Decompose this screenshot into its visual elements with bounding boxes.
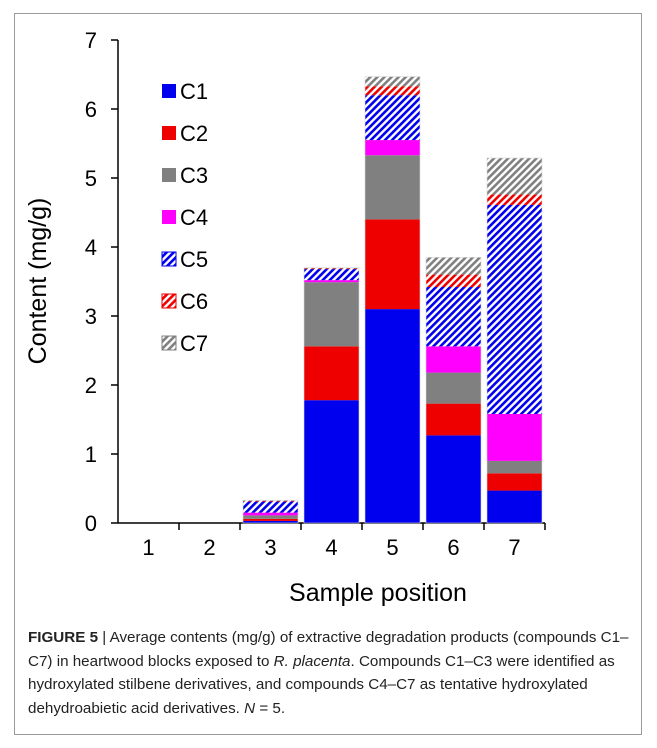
- legend-label-c4: C4: [180, 205, 208, 230]
- bar-segment-c6-pos4: [304, 268, 359, 270]
- bar-segment-c3-pos5: [365, 155, 420, 220]
- stacked-bar-chart: Content (mg/g) Sample position 0 1 2 3 4 5 6 7 1…: [24, 28, 546, 607]
- y-tick-label: 5: [85, 166, 97, 191]
- figure-caption: FIGURE 5 | Average contents (mg/g) of ex…: [28, 626, 640, 720]
- caption-species: R. placenta: [273, 652, 351, 670]
- figure-frame: [14, 13, 642, 735]
- legend: C1 C2 C3 C4 C5 C6 C7: [161, 79, 208, 356]
- bar-segment-c2-pos7: [487, 473, 542, 491]
- bar-segment-c4-pos3: [243, 512, 298, 516]
- bar-outline-pos5: [364, 76, 421, 524]
- bar-segment-c6-pos7: [487, 194, 542, 205]
- legend-item-c6: C6: [161, 289, 208, 314]
- y-axis-title: Content (mg/g): [24, 198, 52, 365]
- legend-label-c6: C6: [180, 289, 208, 314]
- y-tick-label: 6: [85, 97, 97, 122]
- legend-swatch-c3: [162, 168, 176, 182]
- x-tick-label: 1: [142, 535, 154, 560]
- bar-segment-c2-pos5: [365, 219, 420, 310]
- legend-item-c3: C3: [162, 163, 208, 188]
- legend-item-c1: C1: [162, 79, 208, 104]
- y-tick-label: 3: [85, 304, 97, 329]
- y-axis-label: Content (mg/g): [24, 198, 52, 365]
- bar-segment-c4-pos5: [365, 140, 420, 156]
- bar-outline-pos4: [303, 267, 360, 524]
- bar-segment-c6-pos5: [365, 86, 420, 96]
- bar-outline-pos6: [425, 257, 482, 524]
- bar-segment-c7-pos3: [243, 500, 298, 501]
- axes: 0 1 2 3 4 5 6 7 1 2 3 4 5 6 7: [85, 28, 546, 560]
- legend-label-c5: C5: [180, 247, 208, 272]
- bar-segment-c3-pos6: [426, 372, 481, 404]
- bar-segment-c7-pos7: [487, 157, 542, 195]
- bar-outline-pos3: [242, 499, 299, 524]
- bar-segment-c1-pos6: [426, 435, 481, 523]
- caption-text-1: Average contents (mg/g) of extractive de…: [28, 629, 629, 670]
- bar-segment-c3-pos7: [487, 460, 542, 474]
- legend-swatch-c4: [162, 210, 176, 224]
- y-tick-label: 7: [85, 28, 97, 53]
- legend-item-c4: C4: [162, 205, 208, 230]
- x-tick-label: 5: [386, 535, 398, 560]
- bar-segment-c3-pos4: [304, 282, 359, 347]
- legend-label-c1: C1: [180, 79, 208, 104]
- x-tick-label: 4: [325, 535, 337, 560]
- legend-swatch-c5: [161, 251, 177, 267]
- y-tick-label: 1: [85, 442, 97, 467]
- x-tick-label: 2: [203, 535, 215, 560]
- legend-item-c7: C7: [161, 331, 208, 356]
- x-axis-label: Sample position: [289, 579, 467, 607]
- bar-segment-c2-pos4: [304, 346, 359, 401]
- bar-segment-c5-pos7: [487, 204, 542, 414]
- legend-label-c2: C2: [180, 121, 208, 146]
- bar-segment-c1-pos7: [487, 490, 542, 523]
- bar-segment-c4-pos7: [487, 413, 542, 461]
- bar-segment-c6-pos6: [426, 274, 481, 288]
- legend-swatch-c6: [161, 293, 177, 309]
- legend-item-c2: C2: [162, 121, 208, 146]
- bar-segment-c5-pos4: [304, 269, 359, 281]
- legend-swatch-c7: [161, 335, 177, 351]
- bar-segment-c2-pos3: [243, 518, 298, 521]
- bar-segment-c5-pos6: [426, 287, 481, 347]
- bar-segment-c2-pos6: [426, 403, 481, 436]
- bar-segment-c5-pos5: [365, 95, 420, 141]
- legend-swatch-c2: [162, 126, 176, 140]
- bar-segment-c1-pos3: [243, 520, 298, 523]
- legend-item-c5: C5: [161, 247, 208, 272]
- caption-separator: |: [98, 629, 110, 646]
- x-tick-label: 3: [264, 535, 276, 560]
- caption-text-2: . Compounds C1–C3 were identified as hyd…: [28, 652, 615, 717]
- bar-segment-c1-pos5: [365, 309, 420, 523]
- bars: [242, 76, 543, 524]
- caption-n-symbol: N: [244, 699, 256, 717]
- bar-segment-c7-pos5: [365, 76, 420, 87]
- bar-segment-c6-pos3: [243, 500, 298, 502]
- legend-label-c3: C3: [180, 163, 208, 188]
- bar-segment-c4-pos6: [426, 346, 481, 373]
- bar-segment-c7-pos4: [304, 267, 359, 269]
- legend-swatch-c1: [162, 84, 176, 98]
- bar-segment-c4-pos4: [304, 280, 359, 283]
- y-tick-label: 2: [85, 373, 97, 398]
- bar-segment-c7-pos6: [426, 257, 481, 275]
- bar-segment-c1-pos4: [304, 400, 359, 523]
- bar-segment-c5-pos3: [243, 501, 298, 513]
- x-tick-label: 6: [447, 535, 459, 560]
- x-tick-label: 7: [508, 535, 520, 560]
- bar-segment-c3-pos3: [243, 515, 298, 519]
- y-tick-label: 0: [85, 511, 97, 536]
- figure-label: FIGURE 5: [28, 629, 99, 646]
- legend-label-c7: C7: [180, 331, 208, 356]
- bar-outline-pos7: [486, 157, 543, 524]
- y-tick-label: 4: [85, 235, 97, 260]
- caption-n-value: = 5.: [255, 699, 286, 717]
